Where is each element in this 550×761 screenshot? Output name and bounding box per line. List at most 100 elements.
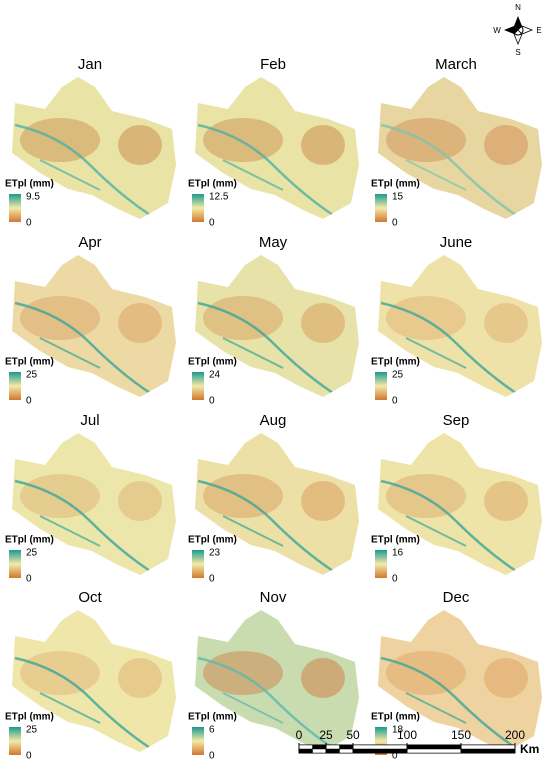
legend-title: ETpl (mm) (188, 712, 237, 723)
legend-title: ETpl (mm) (371, 357, 420, 368)
region (378, 77, 542, 219)
panel-title: Oct (78, 589, 102, 606)
region-texture (14, 474, 162, 573)
region (12, 255, 176, 397)
panel-title: Jul (80, 412, 99, 429)
color-bar (9, 727, 21, 755)
map-panel: Oct ETpl (mm) 25 0 (5, 589, 176, 761)
legend-max: 12.5 (209, 192, 229, 203)
region-texture (380, 651, 528, 750)
legend-title: ETpl (mm) (371, 535, 420, 546)
legend-max: 15 (392, 192, 404, 203)
panel-title: Jan (78, 56, 102, 73)
region (195, 77, 359, 219)
legend-min: 0 (26, 396, 32, 407)
region-texture (380, 118, 528, 217)
legend-max: 24 (209, 370, 221, 381)
region (12, 77, 176, 219)
region (378, 433, 542, 575)
region-texture (197, 296, 345, 395)
legend-max: 25 (26, 370, 38, 381)
compass-w: W (493, 26, 501, 35)
legend-title: ETpl (mm) (188, 179, 237, 190)
region-texture (14, 651, 162, 750)
color-bar (375, 194, 387, 222)
legend-min: 0 (392, 218, 398, 229)
legend-title: ETpl (mm) (5, 357, 54, 368)
legend-min: 0 (209, 396, 215, 407)
map-panel: Sep ETpl (mm) 16 0 (371, 412, 542, 585)
map-panel: Jul ETpl (mm) 25 0 (5, 412, 176, 585)
region-texture (14, 118, 162, 217)
region (12, 610, 176, 752)
color-bar (9, 550, 21, 578)
map-panel: Apr ETpl (mm) 25 0 (5, 234, 176, 407)
legend-min: 0 (392, 396, 398, 407)
legend-min: 0 (209, 751, 215, 761)
legend-min: 0 (26, 751, 32, 761)
legend-min: 0 (26, 574, 32, 585)
map-panel: Aug ETpl (mm) 23 0 (188, 412, 359, 585)
scale-tick-label: 25 (319, 728, 333, 742)
panel-title: Sep (443, 412, 470, 429)
color-bar (9, 372, 21, 400)
region-texture (197, 118, 345, 217)
color-bar (192, 550, 204, 578)
legend-min: 0 (392, 751, 398, 761)
panel-title: May (259, 234, 288, 251)
legend-max: 16 (392, 548, 404, 559)
region-texture (380, 474, 528, 573)
legend-max: 23 (209, 548, 221, 559)
legend-title: ETpl (mm) (188, 357, 237, 368)
scale-tick-label: 100 (397, 728, 417, 742)
legend-max: 18 (392, 725, 404, 736)
region-texture (14, 296, 162, 395)
legend-min: 0 (209, 218, 215, 229)
region-texture (197, 651, 345, 750)
region (195, 610, 359, 752)
region (378, 255, 542, 397)
panel-title: Aug (260, 412, 287, 429)
legend-title: ETpl (mm) (371, 179, 420, 190)
legend-title: ETpl (mm) (5, 535, 54, 546)
scale-unit: Km (520, 742, 539, 756)
region (195, 433, 359, 575)
map-panel: Nov ETpl (mm) 6 0 (188, 589, 359, 761)
map-panel: Dec ETpl (mm) 18 0 (371, 589, 542, 761)
legend-min: 0 (26, 218, 32, 229)
region (378, 610, 542, 752)
legend-title: ETpl (mm) (371, 712, 420, 723)
legend-min: 0 (209, 574, 215, 585)
color-bar (375, 372, 387, 400)
compass: N S E W (493, 3, 541, 57)
map-panel: Feb ETpl (mm) 12.5 0 (188, 56, 359, 229)
panel-title: Dec (443, 589, 470, 606)
scale-tick-label: 0 (296, 728, 303, 742)
region-texture (197, 474, 345, 573)
panel-title: Nov (260, 589, 287, 606)
map-panel: June ETpl (mm) 25 0 (371, 234, 542, 407)
map-panel: May ETpl (mm) 24 0 (188, 234, 359, 407)
legend-title: ETpl (mm) (5, 179, 54, 190)
compass-n: N (515, 3, 521, 12)
scale-tick-label: 150 (451, 728, 471, 742)
color-bar (192, 194, 204, 222)
region-texture (380, 296, 528, 395)
legend-max: 6 (209, 725, 215, 736)
color-bar (375, 550, 387, 578)
panel-title: Apr (78, 234, 101, 251)
legend-title: ETpl (mm) (188, 535, 237, 546)
legend-title: ETpl (mm) (5, 712, 54, 723)
map-panel: Jan ETpl (mm) 9.5 0 (5, 56, 176, 229)
region (12, 433, 176, 575)
legend-max: 25 (392, 370, 404, 381)
panel-title: Feb (260, 56, 286, 73)
scale-tick-label: 50 (346, 728, 360, 742)
color-bar (192, 727, 204, 755)
compass-s: S (515, 48, 520, 57)
compass-e: E (536, 26, 541, 35)
scale-tick-label: 200 (505, 728, 525, 742)
map-panel: March ETpl (mm) 15 0 (371, 56, 542, 229)
